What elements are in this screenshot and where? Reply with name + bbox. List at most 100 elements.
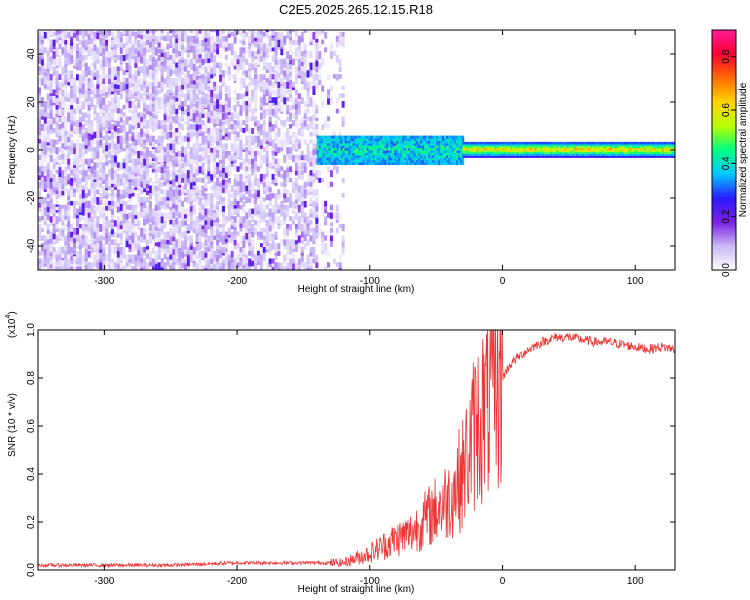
heatmap-cell: [338, 142, 341, 146]
heatmap-cell: [157, 220, 161, 228]
heatmap-cell: [384, 145, 387, 149]
heatmap-cell: [236, 174, 240, 182]
heatmap-cell: [224, 143, 228, 150]
heatmap-cell: [219, 181, 223, 187]
heatmap-cell: [216, 89, 220, 95]
heatmap-cell: [388, 150, 391, 153]
heatmap-cell: [125, 30, 129, 36]
heatmap-cell: [52, 66, 56, 72]
heatmap-cell: [58, 97, 62, 102]
heatmap-cell: [294, 243, 298, 248]
heatmap-cell: [102, 216, 106, 224]
heatmap-cell: [113, 239, 117, 247]
heatmap-cell: [134, 85, 138, 92]
heatmap-cell: [183, 74, 187, 82]
heatmap-cell: [131, 85, 135, 94]
heatmap-cell: [294, 74, 298, 80]
heatmap-cell: [178, 239, 182, 247]
heatmap-cell: [192, 254, 196, 261]
heatmap-cell: [75, 212, 79, 219]
heatmap-cell: [227, 227, 231, 236]
heatmap-cell: [265, 135, 269, 141]
heatmap-cell: [324, 162, 327, 165]
heatmap-cell: [328, 142, 331, 146]
heatmap-cell: [329, 170, 333, 178]
heatmap-cell: [318, 62, 322, 69]
heatmap-cell: [87, 43, 91, 51]
heatmap-cell: [251, 147, 255, 153]
heatmap-cell: [137, 89, 141, 95]
heatmap-cell: [128, 220, 132, 227]
heatmap-cell: [239, 108, 243, 116]
heatmap-cell: [213, 135, 217, 144]
heatmap-cell: [207, 131, 211, 136]
heatmap-cell: [384, 135, 387, 139]
heatmap-cell: [312, 250, 316, 258]
heatmap-cell: [81, 58, 85, 65]
heatmap-cell: [110, 193, 114, 201]
heatmap-cell: [271, 35, 275, 41]
heatmap-cell: [380, 152, 383, 156]
heatmap-cell: [90, 30, 94, 36]
heatmap-cell: [116, 74, 120, 82]
heatmap-cell: [265, 150, 269, 158]
heatmap-cell: [412, 147, 415, 151]
heatmap-cell: [394, 138, 397, 141]
heatmap-cell: [160, 158, 164, 165]
heatmap-cell: [283, 131, 287, 139]
heatmap-cell: [219, 135, 223, 142]
heatmap-cell: [172, 246, 176, 255]
heatmap-cell: [227, 66, 231, 75]
heatmap-cell: [198, 216, 202, 223]
heatmap-cell: [119, 220, 123, 226]
heatmap-cell: [122, 43, 126, 48]
heatmap-cell: [58, 189, 62, 197]
heatmap-cell: [274, 97, 278, 105]
heatmap-cell: [189, 181, 193, 190]
heatmap-cell: [137, 200, 141, 208]
heatmap-cell: [78, 147, 82, 156]
heatmap-cell: [113, 147, 117, 153]
heatmap-cell: [221, 204, 225, 212]
heatmap-cell: [360, 135, 363, 139]
heatmap-cell: [189, 170, 193, 178]
heatmap-cell: [236, 30, 240, 35]
heatmap-cell: [309, 158, 313, 167]
heatmap-cell: [108, 235, 112, 243]
heatmap-cell: [116, 127, 120, 134]
heatmap-cell: [251, 239, 255, 247]
heatmap-cell: [110, 85, 114, 92]
heatmap-cell: [242, 58, 246, 67]
heatmap-cell: [96, 174, 100, 182]
heatmap-cell: [286, 31, 290, 39]
heatmap-cell: [262, 254, 266, 262]
heatmap-cell: [328, 154, 331, 158]
heatmap-cell: [73, 189, 77, 198]
heatmap-cell: [374, 138, 377, 141]
heatmap-cell: [90, 158, 94, 164]
heatmap-cell: [105, 35, 109, 40]
heatmap-cell: [277, 166, 281, 172]
heatmap-cell: [406, 159, 409, 163]
heatmap-cell: [374, 154, 377, 158]
heatmap-cell: [105, 43, 109, 52]
heatmap-cell: [70, 70, 74, 76]
heatmap-cell: [204, 150, 208, 158]
heatmap-cell: [392, 138, 395, 141]
heatmap-cell: [322, 162, 325, 165]
heatmap-cell: [40, 181, 44, 186]
heatmap-cell: [113, 97, 117, 104]
heatmap-cell: [204, 227, 208, 234]
heatmap-cell: [116, 231, 120, 238]
heatmap-cell: [366, 152, 369, 156]
heatmap-cell: [327, 116, 331, 122]
heatmap-cell: [151, 104, 155, 112]
heatmap-cell: [390, 145, 393, 149]
heatmap-cell: [338, 223, 342, 229]
heatmap-cell: [169, 35, 173, 42]
heatmap-cell: [143, 174, 147, 180]
heatmap-cell: [374, 157, 377, 161]
heatmap-cell: [254, 174, 258, 179]
heatmap-cell: [110, 47, 114, 55]
heatmap-cell: [137, 193, 141, 199]
